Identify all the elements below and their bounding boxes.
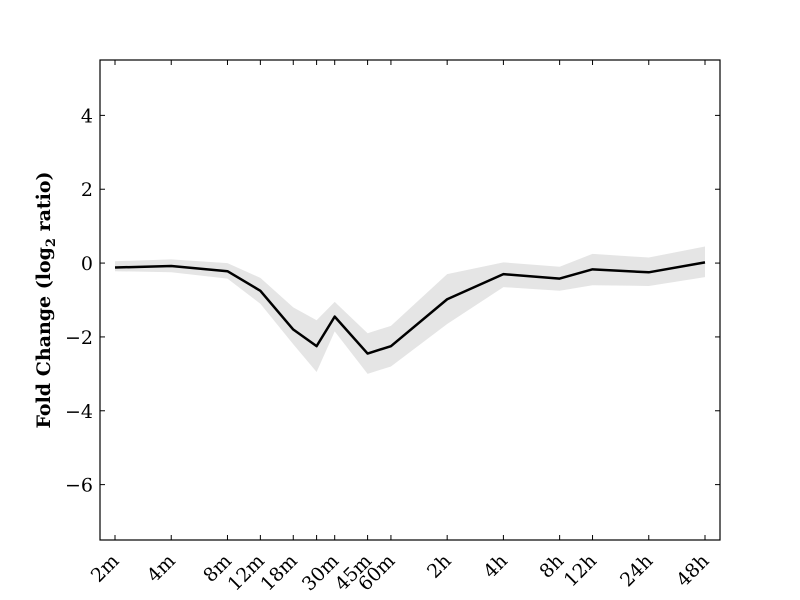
x-tick-label: 2m (87, 550, 124, 587)
series-line-layer (114, 261, 706, 355)
y-tick-label: −4 (65, 401, 93, 423)
x-tick-label: 30m (298, 550, 343, 595)
y-tick-label: −2 (65, 327, 93, 349)
y-axis-ticks: −6 −4 −2 0 2 4 (65, 105, 720, 497)
y-axis-label: Fold Change (log2 ratio) (33, 171, 59, 428)
x-tick-label: 4h (479, 550, 512, 583)
y-axis-label-suffix: ratio) (33, 171, 55, 238)
y-axis-label-subscript: 2 (44, 238, 59, 247)
confidence-band-layer (115, 246, 705, 374)
x-tick-label: 2h (423, 550, 456, 583)
confidence-band (115, 246, 705, 374)
x-tick-label: 12h (560, 550, 601, 591)
x-tick-label: 18m (256, 550, 301, 595)
y-tick-label: 0 (81, 253, 93, 275)
y-axis-label-main: Fold Change (log (33, 247, 55, 428)
x-tick-label: 24h (616, 550, 657, 591)
y-tick-label: 2 (81, 179, 93, 201)
series-line (114, 261, 706, 355)
x-tick-label: 12m (224, 550, 269, 595)
plot-frame (99, 59, 721, 541)
y-tick-label: −6 (65, 475, 93, 497)
x-tick-label: 48h (672, 550, 713, 591)
x-tick-label: 4m (143, 550, 180, 587)
y-tick-label: 4 (81, 105, 93, 127)
